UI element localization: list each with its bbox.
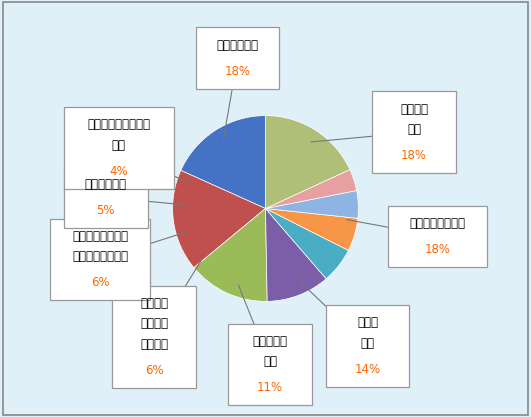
Text: 座席・: 座席・ — [357, 316, 378, 329]
Bar — [196, 28, 279, 89]
Text: サスペンション・: サスペンション・ — [72, 230, 128, 243]
Wedge shape — [173, 171, 266, 268]
Text: 5%: 5% — [97, 204, 115, 217]
Text: 部品: 部品 — [263, 355, 277, 368]
Text: 4%: 4% — [109, 165, 128, 178]
Wedge shape — [181, 116, 266, 208]
Text: 系統: 系統 — [112, 139, 126, 152]
Text: 18%: 18% — [424, 243, 450, 256]
Text: 18%: 18% — [401, 149, 427, 162]
Text: 6%: 6% — [91, 276, 109, 289]
Wedge shape — [266, 208, 358, 250]
Text: 6%: 6% — [145, 364, 164, 377]
Text: ブレーキ系統: ブレーキ系統 — [85, 178, 127, 191]
Text: 18%: 18% — [225, 65, 251, 78]
Text: 系統: 系統 — [407, 123, 421, 136]
Wedge shape — [266, 116, 350, 208]
Text: 電気電子: 電気電子 — [400, 103, 428, 116]
Wedge shape — [194, 208, 267, 301]
Wedge shape — [266, 170, 357, 208]
Text: 11%: 11% — [257, 381, 283, 394]
Text: 金属プレス: 金属プレス — [253, 335, 288, 348]
Bar — [388, 206, 487, 267]
Wedge shape — [266, 191, 358, 219]
Bar — [228, 324, 312, 405]
Text: ステアリング系統: ステアリング系統 — [72, 250, 128, 263]
Text: ガソリン: ガソリン — [140, 297, 168, 310]
Text: 14%: 14% — [355, 363, 381, 376]
Text: トランスミッション: トランスミッション — [87, 118, 150, 131]
Bar — [50, 219, 150, 300]
Bar — [64, 167, 148, 228]
Text: プラスチック部品: プラスチック部品 — [409, 217, 465, 230]
Bar — [372, 91, 456, 173]
Bar — [112, 286, 196, 388]
Bar — [326, 305, 409, 387]
Text: その他の部品: その他の部品 — [217, 38, 259, 52]
Wedge shape — [266, 208, 326, 301]
Wedge shape — [266, 208, 348, 279]
Bar — [64, 107, 174, 189]
Text: ・同部品: ・同部品 — [140, 338, 168, 351]
Text: 内装: 内装 — [361, 337, 375, 350]
Text: エンジン: エンジン — [140, 317, 168, 330]
